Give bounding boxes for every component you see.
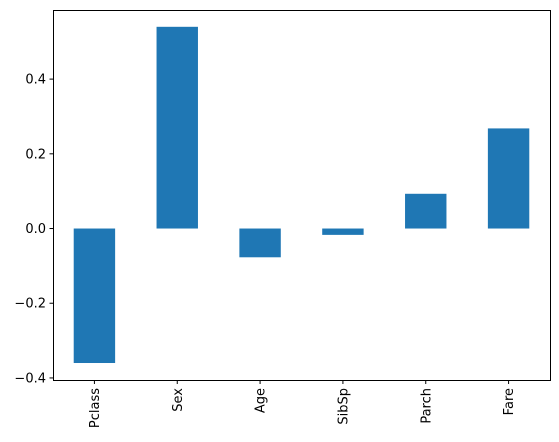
- y-axis: −0.4 −0.2 0.0 0.2 0.4: [14, 73, 54, 386]
- y-tick-label: 0.4: [25, 73, 46, 88]
- x-axis: Pclass Sex Age SibSp Parch Fare: [88, 380, 517, 428]
- bar-pclass: [73, 228, 116, 364]
- bars-group: [73, 26, 530, 364]
- y-tick-label: −0.4: [14, 371, 46, 386]
- x-tick-label: Fare: [502, 388, 517, 415]
- y-tick-label: 0.0: [25, 222, 46, 237]
- x-tick-label: Parch: [419, 388, 434, 424]
- x-tick-label: Pclass: [88, 388, 103, 428]
- bar-sibsp: [322, 228, 364, 235]
- bar-fare: [487, 128, 530, 229]
- bar-age: [239, 228, 281, 258]
- plot-frame: [53, 10, 551, 381]
- x-tick-label: Age: [254, 388, 269, 413]
- y-tick-label: 0.2: [25, 147, 46, 162]
- x-tick-label: SibSp: [336, 388, 351, 425]
- y-tick-label: −0.2: [14, 297, 46, 312]
- bar-parch: [405, 193, 447, 229]
- x-tick-label: Sex: [171, 388, 186, 412]
- bar-sex: [156, 26, 198, 229]
